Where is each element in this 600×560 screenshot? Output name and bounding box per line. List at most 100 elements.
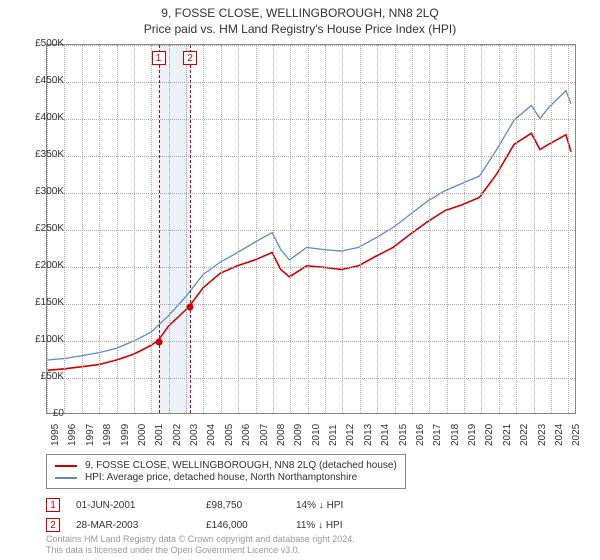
gridline-h	[47, 45, 575, 46]
gridline-v	[290, 45, 291, 413]
series-line-hpi	[47, 91, 571, 360]
x-axis-label: 2016	[415, 424, 426, 446]
gridline-v	[395, 45, 396, 413]
x-axis-label: 2020	[484, 424, 495, 446]
y-axis-label: £0	[24, 408, 64, 419]
gridline-h	[47, 82, 575, 83]
x-axis-label: 2007	[259, 424, 270, 446]
x-axis-label: 1996	[67, 424, 78, 446]
x-axis-label: 2000	[137, 424, 148, 446]
x-axis-label: 2002	[172, 424, 183, 446]
gridline-v	[308, 45, 309, 413]
legend-row: 9, FOSSE CLOSE, WELLINGBOROUGH, NN8 2LQ …	[55, 460, 397, 471]
legend-box: 9, FOSSE CLOSE, WELLINGBOROUGH, NN8 2LQ …	[46, 454, 406, 489]
y-axis-label: £500K	[24, 38, 64, 49]
event-date: 01-JUN-2001	[76, 500, 206, 511]
x-axis-label: 1998	[102, 424, 113, 446]
y-axis-label: £350K	[24, 149, 64, 160]
gridline-v	[360, 45, 361, 413]
x-axis-label: 2004	[206, 424, 217, 446]
gridline-v	[551, 45, 552, 413]
footnote-line: This data is licensed under the Open Gov…	[46, 545, 300, 555]
marker-vline	[159, 45, 160, 413]
gridline-v	[151, 45, 152, 413]
x-axis-label: 1997	[85, 424, 96, 446]
event-price: £146,000	[206, 520, 296, 531]
gridline-v	[203, 45, 204, 413]
gridline-h	[47, 267, 575, 268]
x-axis-label: 2011	[328, 424, 339, 446]
x-axis-label: 2012	[345, 424, 356, 446]
gridline-v	[64, 45, 65, 413]
gridline-v	[481, 45, 482, 413]
gridline-h	[47, 119, 575, 120]
gridline-h	[47, 378, 575, 379]
gridline-v	[82, 45, 83, 413]
x-axis-label: 2015	[398, 424, 409, 446]
plot-area: 12	[46, 44, 576, 414]
legend-swatch	[55, 465, 77, 467]
gridline-v	[464, 45, 465, 413]
gridline-v	[429, 45, 430, 413]
event-row: 1 01-JUN-2001 £98,750 14% ↓ HPI	[46, 498, 396, 512]
marker-band	[159, 45, 191, 413]
gridline-h	[47, 341, 575, 342]
gridline-h	[47, 230, 575, 231]
x-axis-label: 2003	[189, 424, 200, 446]
x-axis-label: 2008	[276, 424, 287, 446]
legend-label: HPI: Average price, detached house, Nort…	[85, 472, 357, 483]
event-marker-box: 2	[46, 518, 60, 532]
gridline-h	[47, 304, 575, 305]
chart-subtitle: Price paid vs. HM Land Registry's House …	[0, 20, 600, 40]
legend-swatch	[55, 477, 77, 479]
x-axis-label: 2023	[537, 424, 548, 446]
y-axis-label: £200K	[24, 260, 64, 271]
data-point	[155, 338, 162, 345]
footnote: Contains HM Land Registry data © Crown c…	[46, 534, 355, 557]
gridline-v	[256, 45, 257, 413]
x-axis-label: 2018	[450, 424, 461, 446]
y-axis-label: £150K	[24, 297, 64, 308]
gridline-v	[238, 45, 239, 413]
x-axis-label: 2006	[241, 424, 252, 446]
event-marker-box: 1	[46, 498, 60, 512]
chart-container: 9, FOSSE CLOSE, WELLINGBOROUGH, NN8 2LQ …	[0, 0, 600, 560]
gridline-v	[99, 45, 100, 413]
x-axis-label: 2019	[467, 424, 478, 446]
event-date: 28-MAR-2003	[76, 520, 206, 531]
event-price: £98,750	[206, 500, 296, 511]
event-delta: 14% ↓ HPI	[296, 500, 396, 511]
x-axis-label: 1999	[120, 424, 131, 446]
gridline-v	[516, 45, 517, 413]
y-axis-label: £50K	[24, 371, 64, 382]
marker-label-box: 2	[183, 51, 197, 65]
gridline-v	[325, 45, 326, 413]
gridline-v	[342, 45, 343, 413]
gridline-v	[117, 45, 118, 413]
legend-row: HPI: Average price, detached house, Nort…	[55, 472, 397, 483]
x-axis-label: 2009	[293, 424, 304, 446]
y-axis-label: £250K	[24, 223, 64, 234]
y-axis-label: £100K	[24, 334, 64, 345]
gridline-v	[568, 45, 569, 413]
legend-label: 9, FOSSE CLOSE, WELLINGBOROUGH, NN8 2LQ …	[85, 460, 397, 471]
line-series-svg	[47, 45, 575, 413]
gridline-v	[447, 45, 448, 413]
data-point	[187, 303, 194, 310]
gridline-v	[134, 45, 135, 413]
gridline-h	[47, 193, 575, 194]
gridline-v	[221, 45, 222, 413]
x-axis-label: 2005	[224, 424, 235, 446]
gridline-v	[499, 45, 500, 413]
footnote-line: Contains HM Land Registry data © Crown c…	[46, 534, 355, 544]
x-axis-label: 2025	[571, 424, 582, 446]
x-axis-label: 2022	[519, 424, 530, 446]
gridline-v	[534, 45, 535, 413]
event-row: 2 28-MAR-2003 £146,000 11% ↓ HPI	[46, 518, 396, 532]
x-axis-label: 2017	[432, 424, 443, 446]
x-axis-label: 2010	[311, 424, 322, 446]
gridline-v	[377, 45, 378, 413]
chart-title: 9, FOSSE CLOSE, WELLINGBOROUGH, NN8 2LQ	[0, 0, 600, 20]
x-axis-label: 1995	[50, 424, 61, 446]
x-axis-label: 2001	[154, 424, 165, 446]
